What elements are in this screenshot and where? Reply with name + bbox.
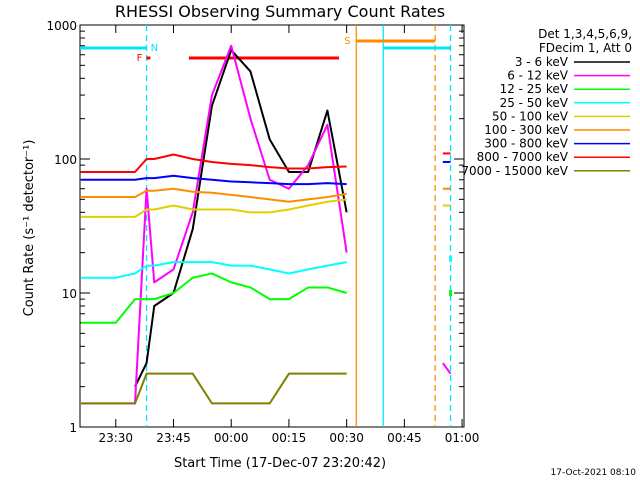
series-line [81, 272, 347, 324]
flag-label: F [137, 53, 143, 64]
x-tick-label: 00:00 [214, 431, 249, 445]
plot-area: 23:30 23:45 00:00 00:15 00:30 00:45 01:00 1 10 10… [46, 19, 479, 445]
series-line [81, 261, 347, 279]
legend-label: 800 - 7000 keV [477, 150, 569, 164]
legend-label: 300 - 800 keV [484, 137, 568, 151]
series-line [81, 44, 348, 405]
x-tick-label: 23:30 [98, 431, 133, 445]
legend-label: 6 - 12 keV [507, 69, 569, 83]
plot-frame [79, 24, 465, 428]
legend-label: 3 - 6 keV [515, 55, 569, 69]
y-tick-label: 1 [69, 421, 77, 435]
legend-label: 50 - 100 keV [492, 109, 569, 123]
x-tick-label: 00:45 [387, 431, 422, 445]
y-tick-label: 10 [62, 287, 77, 301]
legend-label: 100 - 300 keV [484, 123, 568, 137]
legend-header-1: Det 1,3,4,5,6,9, [538, 27, 632, 41]
legend-label: 25 - 50 keV [500, 96, 569, 110]
series-line [81, 198, 347, 218]
chart-title: RHESSI Observing Summary Count Rates [115, 2, 445, 21]
legend-label: 7000 - 15000 keV [461, 164, 568, 178]
series-line [81, 174, 347, 186]
legend-header-2: FDecim 1, Att 0 [539, 41, 632, 55]
flag-label: N [151, 43, 158, 54]
series-line [134, 49, 348, 388]
x-axis-label: Start Time (17-Dec-07 23:20:42) [174, 456, 386, 471]
y-tick-label: 100 [54, 153, 77, 167]
x-tick-label: 23:45 [156, 431, 191, 445]
series-mark [449, 290, 453, 296]
x-tick-label: 00:30 [329, 431, 364, 445]
x-tick-label: 00:15 [272, 431, 307, 445]
series-line [81, 372, 347, 405]
series-line [442, 362, 452, 375]
x-tick-label: 01:00 [445, 431, 480, 445]
series-line [81, 153, 347, 173]
flag-label: S [344, 36, 350, 47]
y-tick-label: 1000 [46, 19, 77, 33]
series-mark [449, 255, 453, 262]
legend-label: 12 - 25 keV [500, 82, 569, 96]
y-axis-label: Count Rate (s⁻¹ detector⁻¹) [22, 140, 37, 317]
footer-date: 17-Oct-2021 08:10 [551, 468, 637, 478]
series-line [81, 187, 347, 203]
